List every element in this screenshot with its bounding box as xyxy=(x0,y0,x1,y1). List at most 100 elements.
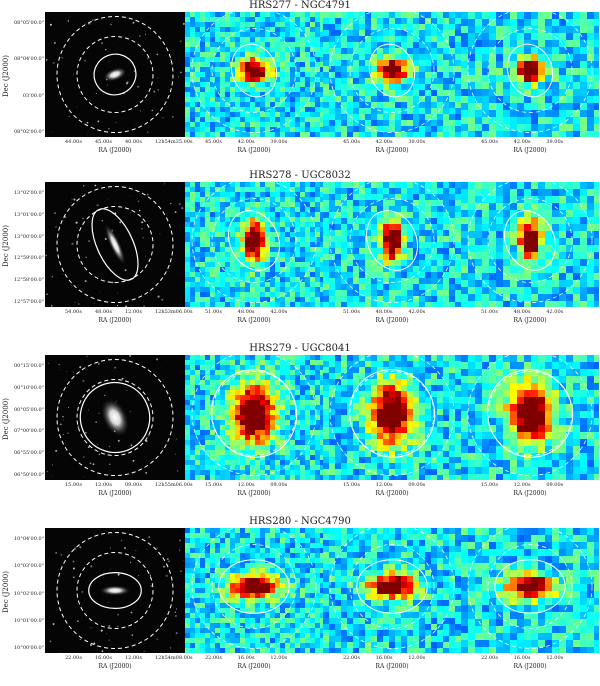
x-tick-label: 51.00s xyxy=(205,309,222,315)
x-axis-label: RA (J2000) xyxy=(500,490,560,497)
x-tick-label: 12.00s xyxy=(125,309,142,315)
x-tick-label: 12h53m06.00s xyxy=(155,309,193,315)
x-tick-label: 09.00s xyxy=(270,482,287,488)
x-tick-label: 40.00s xyxy=(125,139,142,145)
y-axis-label: Dec (J2000) xyxy=(2,398,10,440)
x-tick-label: 12.00s xyxy=(376,482,393,488)
y-tick-label: 08°04'00.0" xyxy=(14,56,44,62)
x-tick-label: 54.00s xyxy=(65,309,82,315)
x-tick-label: 44.00s xyxy=(65,139,82,145)
y-axis-label: Dec (J2000) xyxy=(2,225,10,267)
optical-image-panel xyxy=(45,182,185,307)
x-axis-label: RA (J2000) xyxy=(362,147,422,154)
x-tick-label: 42.00s xyxy=(270,309,287,315)
herschel-map-panel xyxy=(461,12,599,137)
x-axis-label: RA (J2000) xyxy=(362,663,422,670)
x-axis-label: RA (J2000) xyxy=(85,147,145,154)
herschel-map-panel xyxy=(461,182,599,307)
row-title: HRS278 - UGC8032 xyxy=(0,170,600,182)
herschel-map-panel xyxy=(185,182,323,307)
y-tick-label: 06°55'00.0" xyxy=(14,450,44,456)
herschel-map-panel xyxy=(461,528,599,653)
y-tick-label: 10°03'00.0" xyxy=(14,563,44,569)
x-tick-label: 42.00s xyxy=(514,139,531,145)
x-axis-label: RA (J2000) xyxy=(224,490,284,497)
y-tick-label: 03'00.0" xyxy=(23,93,44,99)
herschel-map-panel xyxy=(461,355,599,480)
x-tick-label: 16.00s xyxy=(376,655,393,661)
x-tick-label: 16.00s xyxy=(514,655,531,661)
x-tick-label: 12.00s xyxy=(514,482,531,488)
x-tick-label: 48.00s xyxy=(376,309,393,315)
row-title: HRS280 - NGC4790 xyxy=(0,516,600,528)
x-tick-label: 39.00s xyxy=(408,139,425,145)
x-tick-label: 12.00s xyxy=(408,655,425,661)
row-title: HRS277 - NGC4791 xyxy=(0,0,600,12)
x-tick-label: 22.00s xyxy=(65,655,82,661)
herschel-map-panel xyxy=(323,12,461,137)
y-tick-label: 12°58'00.0" xyxy=(14,277,44,283)
herschel-map-panel xyxy=(185,528,323,653)
herschel-map-panel xyxy=(323,528,461,653)
x-axis-label: RA (J2000) xyxy=(362,317,422,324)
optical-image-panel xyxy=(45,12,185,137)
x-tick-label: 09.00s xyxy=(546,482,563,488)
x-axis-label: RA (J2000) xyxy=(224,147,284,154)
x-tick-label: 12h54m35.00s xyxy=(155,139,193,145)
y-tick-label: 07°00'00.0" xyxy=(14,428,44,434)
y-tick-label: 12°57'00.0" xyxy=(14,299,44,305)
x-tick-label: 48.00s xyxy=(238,309,255,315)
x-tick-label: 22.00s xyxy=(343,655,360,661)
y-tick-label: 10°00'00.0" xyxy=(14,645,44,651)
y-tick-label: 10°04'00.0" xyxy=(14,536,44,542)
y-axis-label: Dec (J2000) xyxy=(2,571,10,613)
x-tick-label: 51.00s xyxy=(481,309,498,315)
x-tick-label: 45.00s xyxy=(205,139,222,145)
x-tick-label: 12.00s xyxy=(125,655,142,661)
x-tick-label: 39.00s xyxy=(546,139,563,145)
y-tick-label: 13°02'00.0" xyxy=(14,190,44,196)
x-axis-label: RA (J2000) xyxy=(85,317,145,324)
x-tick-label: 12.00s xyxy=(95,482,112,488)
y-tick-label: 10°02'00.0" xyxy=(14,591,44,597)
row-title: HRS279 - UGC8041 xyxy=(0,343,600,355)
x-tick-label: 12.00s xyxy=(238,482,255,488)
y-tick-label: 00°10'00.0" xyxy=(14,385,44,391)
x-axis-label: RA (J2000) xyxy=(500,317,560,324)
x-tick-label: 15.00s xyxy=(65,482,82,488)
y-tick-labels: 13°02'00.0"13°01'00.0"13°00'00.0"12°59'0… xyxy=(10,182,44,307)
y-tick-label: 12°59'00.0" xyxy=(14,255,44,261)
y-axis-label: Dec (J2000) xyxy=(2,55,10,97)
x-tick-label: 45.00s xyxy=(343,139,360,145)
y-tick-label: 00°15'00.0" xyxy=(14,363,44,369)
x-tick-label: 42.00s xyxy=(546,309,563,315)
x-tick-label: 15.00s xyxy=(205,482,222,488)
x-axis-label: RA (J2000) xyxy=(500,147,560,154)
x-tick-label: 12h54m08.00s xyxy=(155,655,193,661)
x-tick-label: 48.00s xyxy=(95,309,112,315)
x-tick-label: 39.00s xyxy=(270,139,287,145)
galaxy-image xyxy=(99,585,131,596)
y-tick-label: 00°05'00.0" xyxy=(14,407,44,413)
x-axis-label: RA (J2000) xyxy=(85,663,145,670)
herschel-map-panel xyxy=(323,182,461,307)
x-tick-label: 09.00s xyxy=(125,482,142,488)
x-tick-label: 09.00s xyxy=(408,482,425,488)
x-axis-label: RA (J2000) xyxy=(224,663,284,670)
x-tick-label: 42.00s xyxy=(408,309,425,315)
y-tick-label: 10°01'00.0" xyxy=(14,618,44,624)
x-tick-label: 51.00s xyxy=(343,309,360,315)
x-axis-label: RA (J2000) xyxy=(224,317,284,324)
x-tick-label: 42.00s xyxy=(376,139,393,145)
x-tick-label: 12.00s xyxy=(546,655,563,661)
x-tick-label: 15.00s xyxy=(343,482,360,488)
x-axis-label: RA (J2000) xyxy=(500,663,560,670)
herschel-map-panel xyxy=(323,355,461,480)
y-tick-labels: 10°04'00.0" 10°03'00.0" 10°02'00.0" 10°01'0… xyxy=(10,528,44,653)
x-tick-label: 16.00s xyxy=(238,655,255,661)
herschel-map-panel xyxy=(185,355,323,480)
herschel-map-panel xyxy=(185,12,323,137)
